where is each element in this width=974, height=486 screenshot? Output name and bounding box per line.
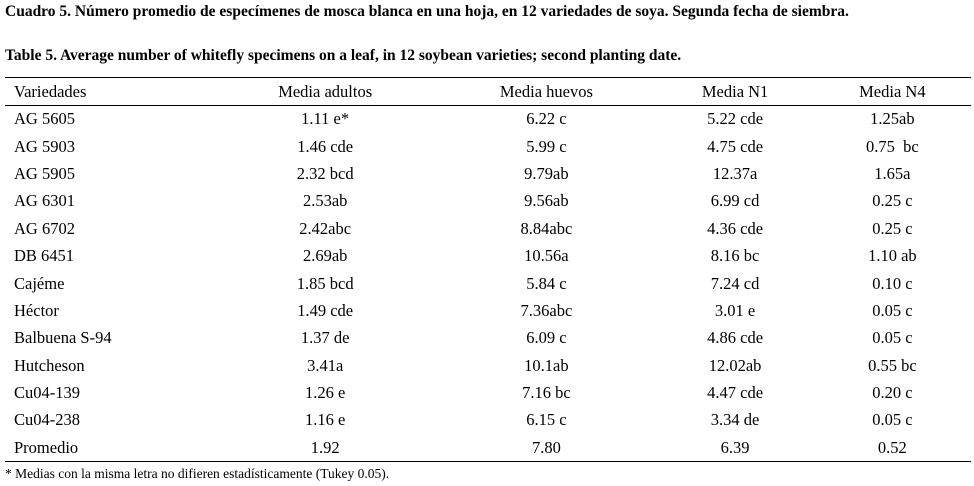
table-cell: Cu04-139 bbox=[14, 383, 80, 403]
header-cell: Media N4 bbox=[859, 81, 926, 101]
table-row: AG 5905 2.32 bcd 9.79ab 12.37a 1.65a bbox=[5, 160, 971, 187]
table-cell: Héctor bbox=[14, 300, 59, 320]
table-cell: 0.25 c bbox=[872, 218, 913, 238]
table-cell: 5.84 c bbox=[526, 273, 567, 293]
table-cell: 6.09 c bbox=[526, 328, 567, 348]
table-cell: 4.36 cde bbox=[707, 218, 764, 238]
table-cell: 0.25 c bbox=[872, 191, 913, 211]
table-cell: 5.22 cde bbox=[707, 109, 764, 129]
table-cell: 8.84abc bbox=[520, 218, 573, 238]
data-table: Variedades Media adultos Media huevos Media… bbox=[5, 77, 971, 462]
table-cell: 2.42abc bbox=[299, 218, 352, 238]
table-cell: 1.26 e bbox=[305, 383, 346, 403]
table-cell: 0.05 c bbox=[872, 328, 913, 348]
table-cell: DB 6451 bbox=[14, 246, 75, 266]
table-cell: 1.16 e bbox=[305, 410, 346, 430]
table-cell: 0.20 c bbox=[872, 383, 913, 403]
table-row: Cu04-238 1.16 e 6.15 c 3.34 de 0.05 c bbox=[5, 407, 971, 434]
table-row: AG 5605 1.11 e* 6.22 c 5.22 cde 1.25ab bbox=[5, 106, 971, 133]
table-cell: 7.36abc bbox=[520, 300, 573, 320]
table-cell: 3.34 de bbox=[710, 410, 760, 430]
table-cell: 9.79ab bbox=[524, 163, 569, 183]
table-cell: 12.02ab bbox=[708, 355, 762, 375]
table-cell: 1.25ab bbox=[870, 109, 915, 129]
table-cell: 0.05 c bbox=[872, 300, 913, 320]
table-cell: 7.80 bbox=[531, 437, 561, 457]
table-cell: 8.16 bc bbox=[710, 246, 760, 266]
table-cell: 7.24 cd bbox=[710, 273, 760, 293]
table-cell: 1.65a bbox=[874, 163, 911, 183]
table-cell: Cajéme bbox=[14, 273, 65, 293]
caption-en: Table 5. Average number of whitefly spec… bbox=[5, 47, 682, 64]
header-cell: Media huevos bbox=[499, 81, 593, 101]
table-row: AG 6301 2.53ab 9.56ab 6.99 cd 0.25 c bbox=[5, 188, 971, 215]
table-cell: 3.01 e bbox=[714, 300, 756, 320]
table-cell: 1.92 bbox=[310, 437, 340, 457]
table-cell: 2.53ab bbox=[302, 191, 348, 211]
table-cell: AG 5905 bbox=[14, 163, 75, 183]
table-cell: 9.56ab bbox=[524, 191, 569, 211]
table-row: Hutcheson 3.41a 10.1ab 12.02ab 0.55 bc bbox=[5, 352, 971, 379]
footnote: * Medias con la misma letra no difieren … bbox=[5, 466, 390, 481]
table-cell: 1.11 e* bbox=[301, 109, 350, 129]
table-cell: Balbuena S-94 bbox=[14, 328, 112, 348]
table-cell: 7.16 bc bbox=[522, 383, 571, 403]
table-row: Balbuena S-94 1.37 de 6.09 c 4.86 cde 0.05 c bbox=[5, 325, 971, 352]
table-cell: Promedio bbox=[14, 437, 79, 457]
table-row: AG 5903 1.46 cde 5.99 c 4.75 cde 0.75 bc bbox=[5, 133, 971, 160]
table-cell: 1.37 de bbox=[300, 328, 350, 348]
table-cell: 2.69ab bbox=[302, 246, 348, 266]
table-row: Cajéme 1.85 bcd 5.84 c 7.24 cd 0.10 c bbox=[5, 270, 971, 297]
table-cell: 0.75 bc bbox=[866, 136, 919, 156]
caption-es: Cuadro 5. Número promedio de especímenes… bbox=[5, 3, 849, 20]
table-row: DB 6451 2.69ab 10.56a 8.16 bc 1.10 ab bbox=[5, 242, 971, 269]
table-row: AG 6702 2.42abc 8.84abc 4.36 cde 0.25 c bbox=[5, 215, 971, 242]
table-cell: 0.52 bbox=[877, 437, 907, 457]
table-cell: 5.99 c bbox=[526, 136, 567, 156]
table-cell: AG 5903 bbox=[14, 136, 75, 156]
table-row: Cu04-139 1.26 e 7.16 bc 4.47 cde 0.20 c bbox=[5, 379, 971, 406]
header-cell: Media N1 bbox=[701, 81, 769, 101]
table-cell: 4.47 cde bbox=[707, 383, 764, 403]
table-cell: 1.85 bcd bbox=[296, 273, 354, 293]
table-cell: 0.10 c bbox=[872, 273, 913, 293]
header-cell: Variedades bbox=[14, 81, 87, 101]
table-row: Héctor 1.49 cde 7.36abc 3.01 e 0.05 c bbox=[5, 297, 971, 324]
table-cell: 0.05 c bbox=[872, 410, 913, 430]
table-cell: 1.10 ab bbox=[868, 246, 917, 266]
table-cell: 4.75 cde bbox=[707, 136, 764, 156]
table-cell: 12.37a bbox=[712, 163, 758, 183]
table-cell: AG 6301 bbox=[14, 191, 75, 211]
table-cell: Hutcheson bbox=[14, 355, 85, 375]
table-cell: 1.49 cde bbox=[297, 300, 354, 320]
header-cell: Media adultos bbox=[278, 81, 373, 101]
table-cell: 2.32 bcd bbox=[296, 163, 354, 183]
table-cell: AG 5605 bbox=[14, 109, 75, 129]
table-cell: 10.1ab bbox=[524, 355, 569, 375]
table-cell: Cu04-238 bbox=[14, 410, 80, 430]
table-cell: 6.22 c bbox=[526, 109, 567, 129]
table-row: Promedio 1.92 7.80 6.39 0.52 bbox=[5, 434, 971, 462]
table-cell: 6.15 c bbox=[526, 410, 567, 430]
table-body: AG 5605 1.11 e* 6.22 c 5.22 cde 1.25ab AG 590… bbox=[5, 106, 971, 462]
table-cell: 6.39 bbox=[720, 437, 750, 457]
table-cell: 1.46 cde bbox=[297, 136, 354, 156]
table-cell: 6.99 cd bbox=[710, 191, 760, 211]
table-cell: 4.86 cde bbox=[707, 328, 764, 348]
table-cell: 3.41a bbox=[307, 355, 344, 375]
table-cell: 10.56a bbox=[524, 246, 569, 266]
table-cell: 0.55 bc bbox=[868, 355, 917, 375]
header-row: Variedades Media adultos Media huevos Media… bbox=[5, 77, 971, 106]
table-cell: AG 6702 bbox=[14, 218, 75, 238]
